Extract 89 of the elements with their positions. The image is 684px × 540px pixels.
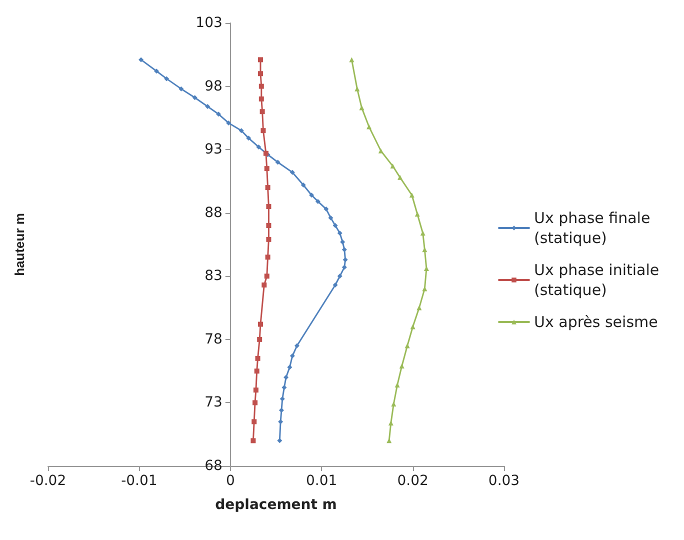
point (265, 254, 270, 260)
point (282, 385, 287, 390)
point (252, 419, 257, 424)
y-tick-label: 103 (196, 15, 222, 31)
legend-label: Ux phase finale (statique) (534, 209, 655, 247)
point (324, 206, 329, 212)
point (154, 68, 160, 74)
point (250, 438, 256, 444)
point (178, 86, 184, 92)
point (205, 104, 210, 110)
point (399, 364, 404, 369)
point (256, 144, 262, 150)
y-tick-label: 98 (204, 78, 222, 94)
point (398, 174, 403, 180)
y-axis-title: hauteur m (12, 213, 27, 276)
point (378, 148, 384, 154)
x-tick-label: 0.03 (488, 473, 520, 489)
point (349, 57, 354, 62)
point (309, 192, 314, 198)
point (260, 128, 266, 134)
point (262, 282, 267, 288)
y-tick-label: 73 (204, 394, 222, 411)
point (278, 419, 284, 424)
point (278, 408, 284, 413)
y-tick-label: 68 (204, 458, 222, 474)
point (420, 230, 426, 236)
point (266, 204, 272, 210)
point (264, 166, 270, 172)
point (366, 124, 372, 130)
point (390, 164, 396, 169)
point (265, 185, 270, 190)
y-tick-label: 83 (204, 268, 222, 284)
point (192, 95, 198, 100)
point (294, 343, 300, 348)
point (246, 136, 252, 141)
point (290, 353, 295, 358)
x-tick-label: -0.01 (121, 473, 158, 489)
point (342, 257, 348, 262)
point (264, 274, 270, 279)
point (410, 324, 416, 330)
point (252, 400, 258, 406)
point (287, 364, 292, 370)
point (138, 57, 144, 62)
point (394, 382, 400, 388)
x-tick-label: 0 (226, 473, 235, 489)
y-tick-label: 93 (204, 142, 222, 158)
point (258, 322, 263, 327)
point (340, 239, 346, 244)
x-tick-label: 0.02 (397, 473, 428, 489)
x-axis-title: deplacement m (215, 497, 337, 513)
point (254, 368, 260, 374)
point (409, 192, 414, 198)
point (284, 374, 289, 380)
point (416, 305, 422, 310)
point (337, 274, 342, 279)
point (342, 264, 347, 270)
x-tick-label: 0.01 (306, 473, 338, 489)
legend-label: Ux phase initiale (statique) (534, 261, 664, 299)
point (337, 230, 342, 236)
point (216, 112, 222, 117)
point (260, 109, 265, 114)
point (315, 198, 320, 204)
legend-label: Ux après seisme (534, 313, 658, 331)
x-tick-label: -0.02 (30, 473, 66, 489)
point (275, 160, 280, 165)
point (258, 84, 264, 89)
point (332, 223, 338, 228)
point (253, 388, 258, 393)
point (226, 120, 232, 126)
point (414, 212, 420, 217)
y-tick-label: 78 (204, 331, 222, 348)
point (266, 223, 272, 228)
point (280, 396, 285, 402)
point (255, 356, 260, 361)
point (258, 71, 263, 76)
y-tick-label: 88 (204, 204, 222, 221)
point (277, 438, 282, 444)
point (258, 96, 264, 102)
point (290, 170, 295, 175)
point (238, 128, 244, 134)
point (164, 76, 170, 82)
point (257, 336, 262, 342)
point (258, 57, 263, 62)
point (266, 236, 272, 242)
point (328, 215, 334, 220)
point (332, 282, 338, 288)
point (404, 343, 410, 348)
point (300, 182, 306, 188)
point (342, 247, 347, 252)
